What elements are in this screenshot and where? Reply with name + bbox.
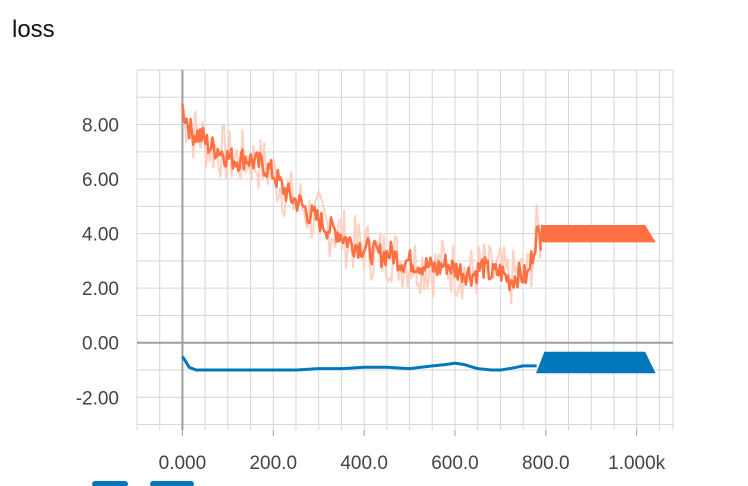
series-1-line	[181, 355, 537, 372]
x-tick-label: 0.000	[159, 453, 207, 474]
y-tick-label: 4.00	[82, 225, 119, 246]
series-0-raw-line	[182, 107, 542, 305]
x-tick-label: 1.000k	[608, 453, 666, 474]
grid-layer	[136, 69, 674, 430]
y-tick-label: 2.00	[82, 279, 119, 300]
series-1-flat-band	[535, 351, 656, 374]
legend	[92, 481, 194, 486]
x-tick-label: 600.0	[431, 453, 479, 474]
y-tick-label: 8.00	[82, 116, 119, 137]
y-tick-label: -2.00	[76, 388, 119, 409]
legend-swatch	[150, 481, 194, 486]
chart-title: loss	[12, 16, 55, 43]
y-tick-label: 6.00	[82, 170, 119, 191]
axis-layer	[137, 70, 673, 436]
series-layer	[181, 103, 656, 374]
y-tick-label: 0.00	[82, 334, 119, 355]
x-tick-label: 400.0	[340, 453, 388, 474]
series-0-line	[181, 103, 543, 292]
x-tick-label: 200.0	[249, 453, 297, 474]
series-0-flat-band	[540, 224, 656, 243]
tick-labels: 0.000 200.0 400.0 600.0 800.0 1.000k 8.00 6.00 4…	[76, 116, 666, 474]
x-tick-label: 800.0	[522, 453, 570, 474]
legend-swatch	[92, 481, 128, 486]
